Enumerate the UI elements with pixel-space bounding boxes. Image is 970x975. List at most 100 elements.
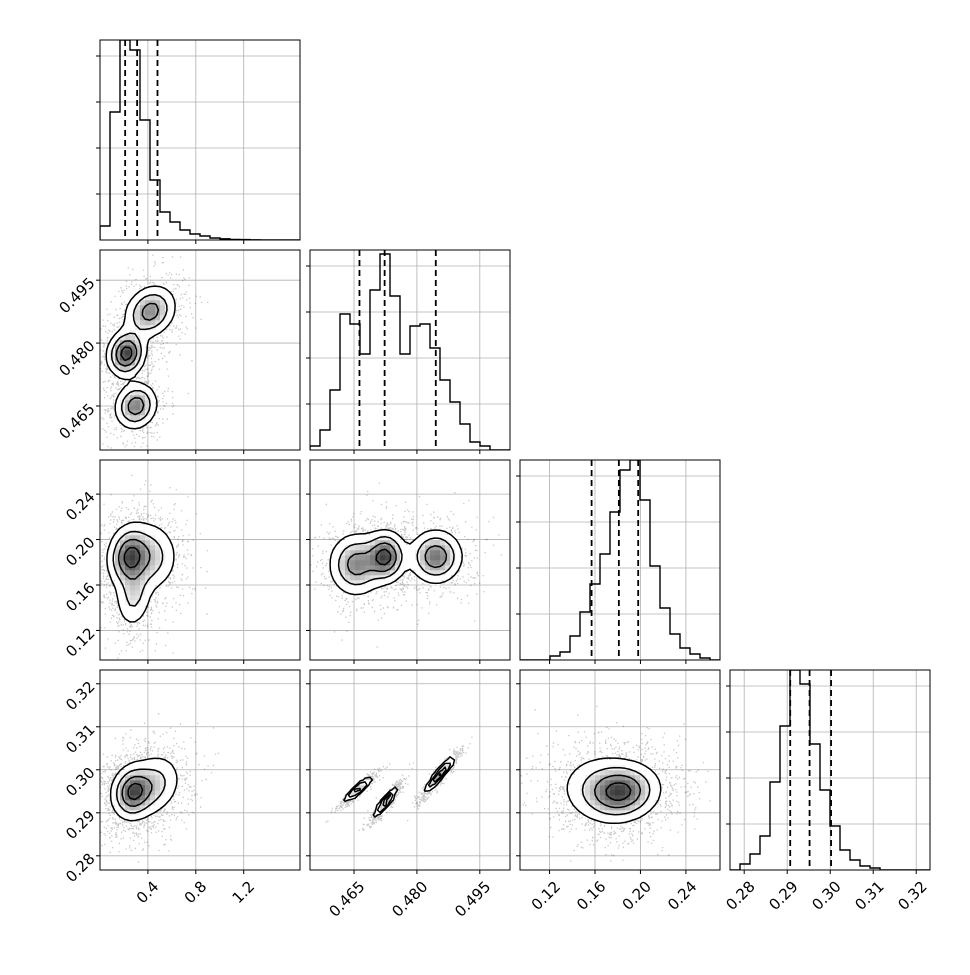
density-cell [600,795,606,801]
panel-frame-0-0 [99,39,301,241]
density-cell [385,570,391,576]
density-cell [125,415,131,421]
density-cell [155,300,161,306]
density-cell [635,790,641,796]
xtick-label: 0.4 [133,878,163,908]
histogram-panel-1 [310,250,510,450]
density-cell [145,790,151,796]
histogram-step-1 [310,253,510,450]
xtick-label: 0.29 [765,878,801,914]
density-cell [135,575,141,581]
density-cell [450,550,456,556]
density-cell [155,320,161,326]
contour-level-3 [123,546,141,569]
density-cell [620,780,626,786]
density-cell [430,540,436,546]
density-cell [155,295,161,301]
contour-level-2 [593,774,642,809]
histogram-step-2 [520,460,720,660]
density-cell [135,805,141,811]
density-cell [120,360,126,366]
density-cell [425,565,431,571]
density-cell [145,580,151,586]
contour-level-1 [110,293,168,423]
density-cell [140,575,146,581]
density-cell [435,555,441,561]
density-cell [360,550,366,556]
density-cell [355,555,361,561]
density-cell [345,570,351,576]
ytick-label: 0.495 [55,274,98,317]
density-cell [135,775,141,781]
density-cell [145,555,151,561]
density-cell [375,560,381,566]
density-cell [350,545,356,551]
density-cell [155,560,161,566]
density-cell [125,775,131,781]
density-cell [145,575,151,581]
xtick-label: 0.20 [619,878,655,914]
density-cell [435,560,441,566]
density-cell [590,800,596,806]
density-cell [125,395,131,401]
density-cell [645,790,651,796]
density-cell [440,570,446,576]
density-cell [385,540,391,546]
ytick-label: 0.31 [62,721,98,757]
density-cell [425,555,431,561]
histogram-panel-2 [520,460,720,660]
density-cell [155,775,161,781]
panel-frame-1-1 [309,249,511,451]
density-cell [445,560,451,566]
density-cell [610,780,616,786]
density-cell [155,565,161,571]
density-cell [370,555,376,561]
density-cell [370,550,376,556]
density-cell [140,795,146,801]
density-cell [140,320,146,326]
density-cell [380,570,386,576]
density-cell [445,545,451,551]
density-cell [130,350,136,356]
density-cell [115,350,121,356]
density-cell [155,780,161,786]
density-cell [135,315,141,321]
contour-level-2 [117,538,151,580]
density-cell [135,535,141,541]
density-cell [110,355,116,361]
density-cell [135,585,141,591]
density-cell [365,570,371,576]
density-cell [375,575,381,581]
ytick-label: 0.465 [55,400,98,443]
density-cell [135,540,141,546]
density-cell [120,335,126,341]
density-cell [135,400,141,406]
density-panel-1-3 [310,670,510,870]
density-cell [125,550,131,556]
density-cell [145,770,151,776]
density-cell [395,555,401,561]
density-cell [360,545,366,551]
density-cell [150,320,156,326]
density-cell [135,355,141,361]
density-cell [150,565,156,571]
density-cell [130,355,136,361]
density-cell [150,305,156,311]
density-cell [370,545,376,551]
density-cell [350,555,356,561]
density-cell [140,545,146,551]
density-cell [145,540,151,546]
density-cell [140,785,146,791]
density-cell [625,805,631,811]
xtick-label: 0.480 [388,878,431,921]
panel-frame-0-1 [99,249,301,451]
density-cell [440,770,446,776]
density-cell [140,410,146,416]
density-cell [150,315,156,321]
contour-level-1 [581,766,651,816]
density-cell [595,805,601,811]
contour-level-2 [353,766,447,807]
density-cell [120,800,126,806]
density-cell [145,320,151,326]
